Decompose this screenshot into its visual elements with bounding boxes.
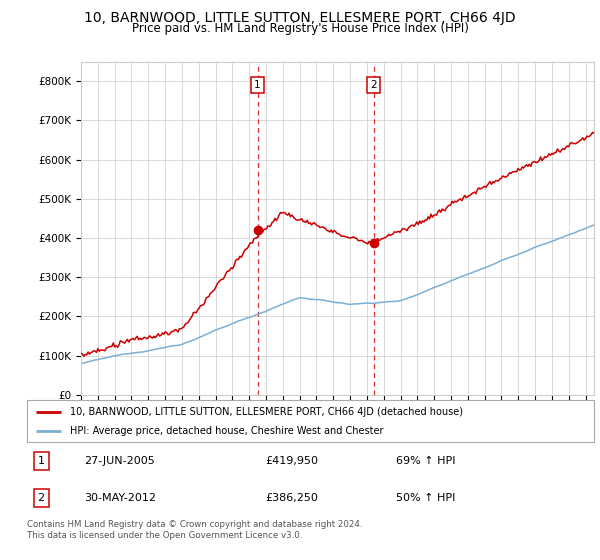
Text: 10, BARNWOOD, LITTLE SUTTON, ELLESMERE PORT, CH66 4JD (detached house): 10, BARNWOOD, LITTLE SUTTON, ELLESMERE P… [70, 407, 463, 417]
Text: Price paid vs. HM Land Registry's House Price Index (HPI): Price paid vs. HM Land Registry's House … [131, 22, 469, 35]
Text: This data is licensed under the Open Government Licence v3.0.: This data is licensed under the Open Gov… [27, 531, 302, 540]
Text: 2: 2 [38, 493, 45, 503]
Text: 1: 1 [38, 456, 44, 466]
Text: 10, BARNWOOD, LITTLE SUTTON, ELLESMERE PORT, CH66 4JD: 10, BARNWOOD, LITTLE SUTTON, ELLESMERE P… [84, 11, 516, 25]
Text: Contains HM Land Registry data © Crown copyright and database right 2024.: Contains HM Land Registry data © Crown c… [27, 520, 362, 529]
Text: £386,250: £386,250 [265, 493, 318, 503]
Text: £419,950: £419,950 [265, 456, 318, 466]
Text: 50% ↑ HPI: 50% ↑ HPI [395, 493, 455, 503]
Text: 1: 1 [254, 80, 261, 90]
Text: 2: 2 [370, 80, 377, 90]
Text: 69% ↑ HPI: 69% ↑ HPI [395, 456, 455, 466]
Text: 30-MAY-2012: 30-MAY-2012 [84, 493, 156, 503]
Text: HPI: Average price, detached house, Cheshire West and Chester: HPI: Average price, detached house, Ches… [70, 426, 383, 436]
Text: 27-JUN-2005: 27-JUN-2005 [84, 456, 154, 466]
